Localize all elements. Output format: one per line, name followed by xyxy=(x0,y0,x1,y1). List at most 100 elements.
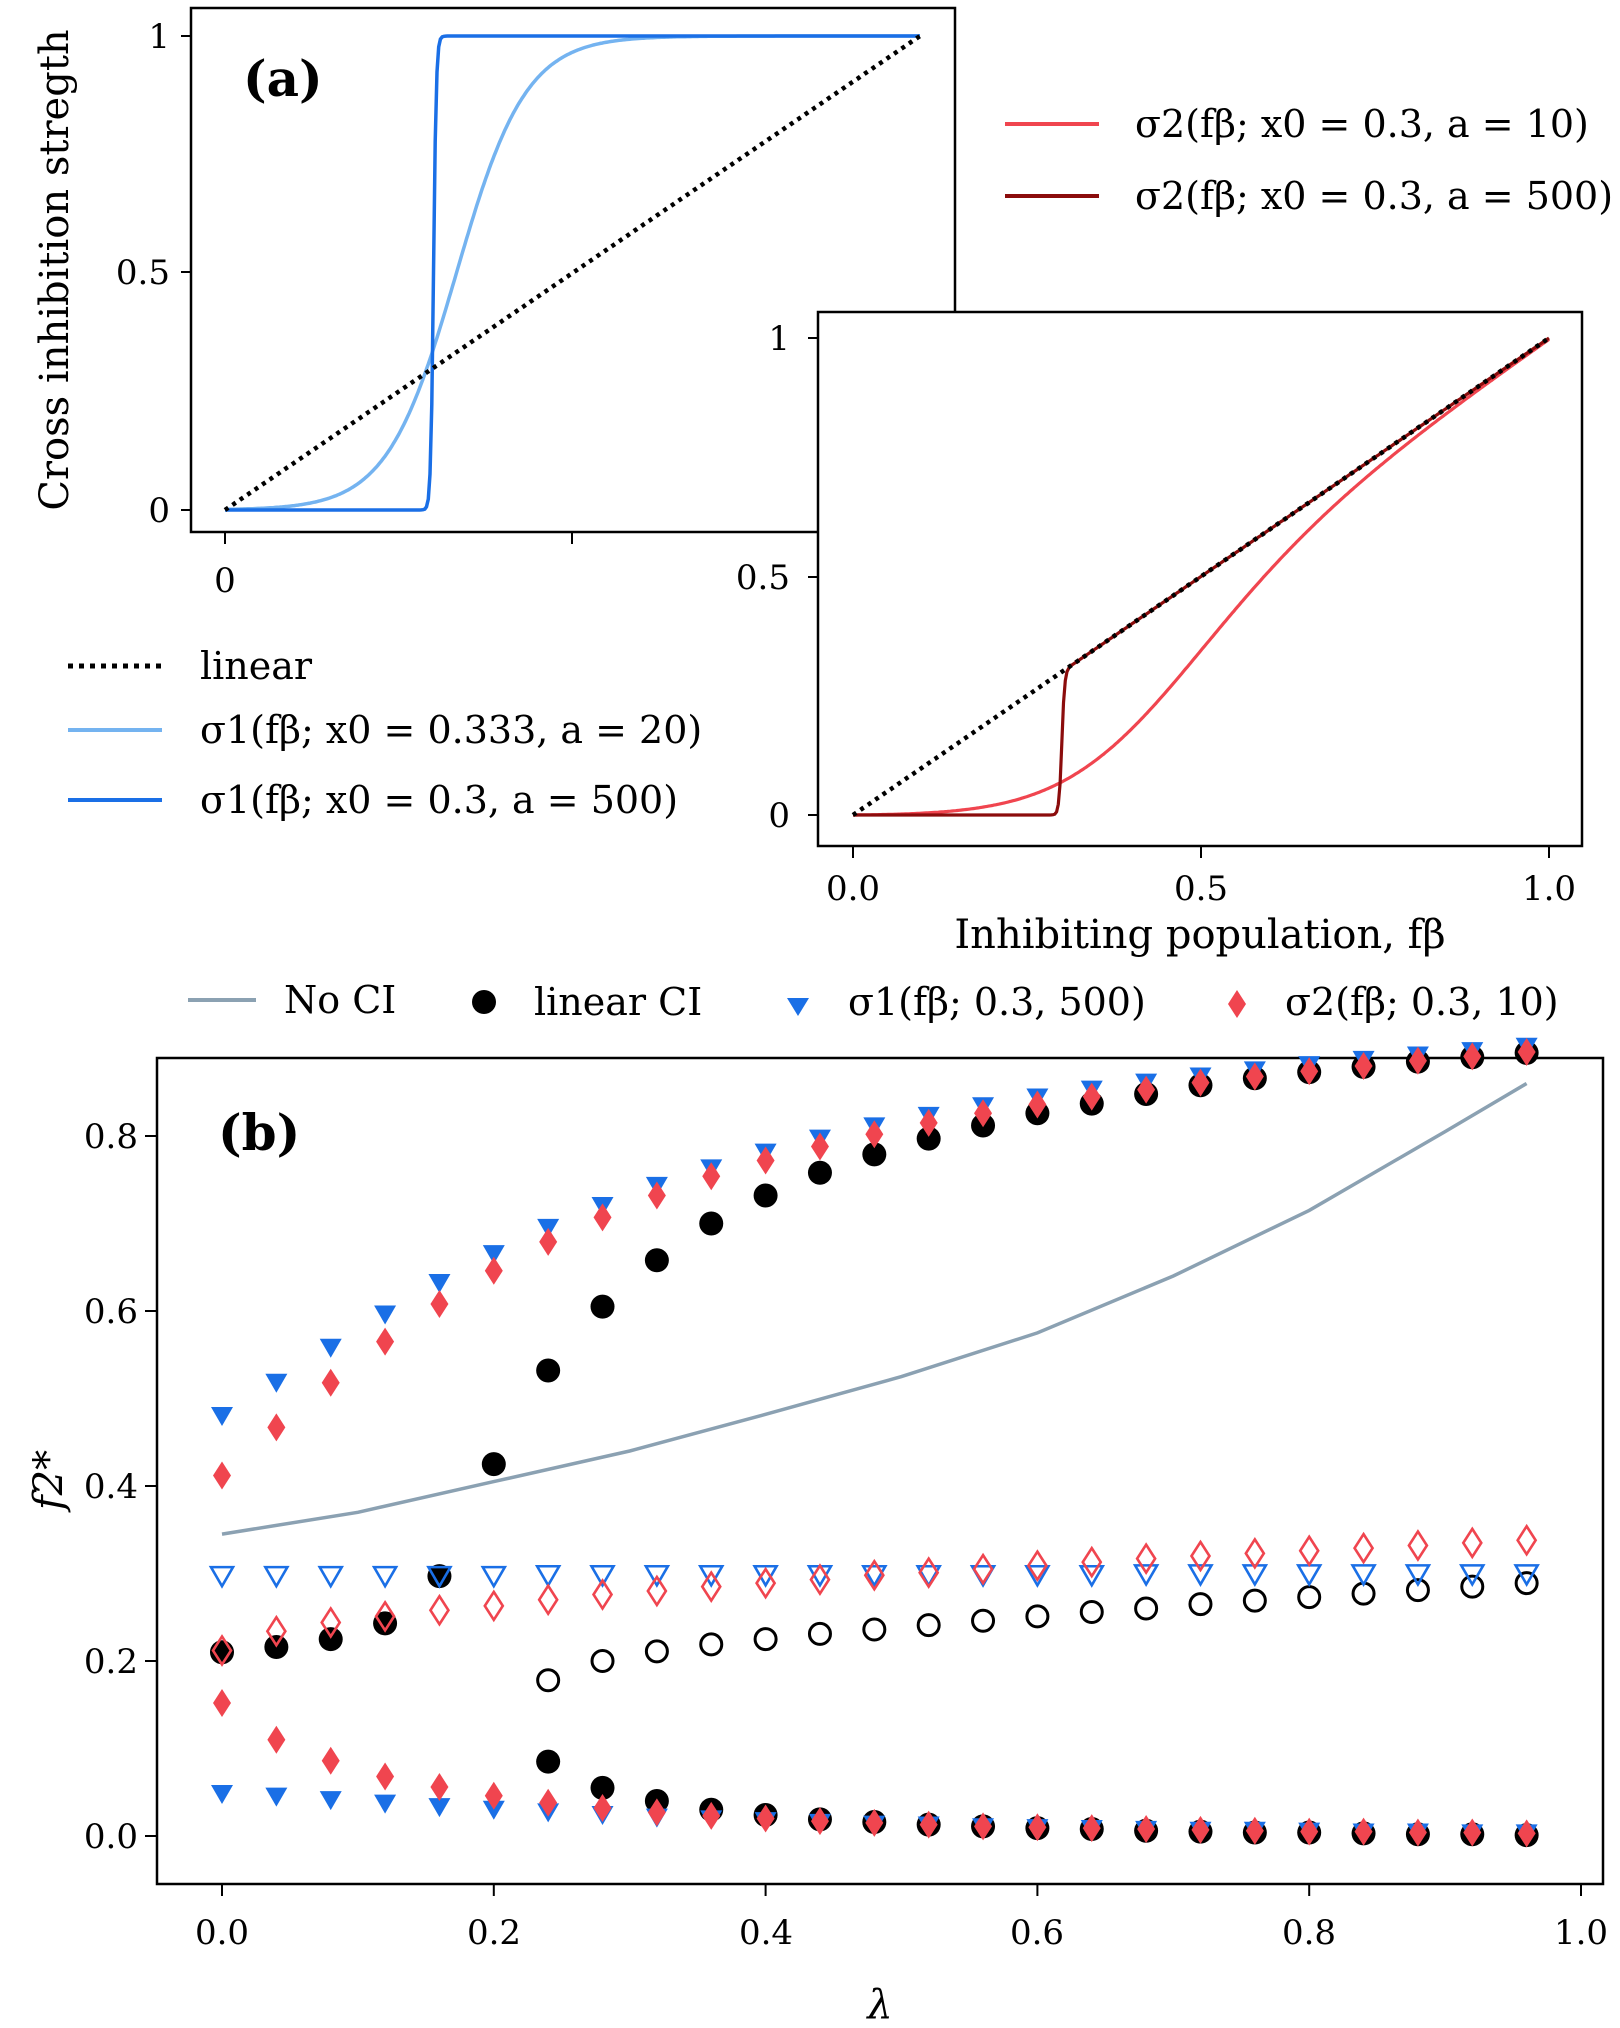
sigma1-marker xyxy=(208,1565,236,1589)
linear-ci-marker xyxy=(536,1358,561,1383)
panel-b-plot xyxy=(208,1037,1540,1848)
sigma1-marker xyxy=(263,1565,290,1589)
panel-a-ytick-label: 0.5 xyxy=(116,253,170,293)
sigma2-marker xyxy=(1135,1542,1157,1576)
linear-ci-marker xyxy=(862,1617,887,1642)
sigma2-marker xyxy=(756,1804,775,1833)
sigma2-marker xyxy=(213,1461,231,1490)
panel-a-ytick-label: 0 xyxy=(148,491,170,531)
panel-b-axes: 0.0 0.2 0.4 0.6 0.8 0.0 0.2 0.4 0.6 0.8 … xyxy=(26,1037,1608,2028)
sigma2-marker xyxy=(213,1689,231,1717)
linear-ci-marker xyxy=(971,1608,996,1633)
sigma2-marker xyxy=(865,1120,884,1149)
panel-a-legend: linear σ1(fβ; x0 = 0.333, a = 20) σ1(fβ;… xyxy=(68,644,702,822)
sigma2-marker xyxy=(1189,1539,1212,1573)
panel-b-ytick-label: 0.2 xyxy=(84,1642,138,1682)
linear-ci-marker xyxy=(590,1775,615,1800)
linear-ci-marker xyxy=(590,1294,615,1319)
linear-ci-marker xyxy=(699,1632,724,1657)
linear-ci-marker xyxy=(1297,1585,1322,1610)
sigma2-marker xyxy=(1300,1817,1319,1846)
sigma2-marker xyxy=(321,1746,340,1775)
sigma2-marker xyxy=(1082,1082,1101,1111)
linear-ci-marker xyxy=(753,1627,778,1652)
panel-b-ticks xyxy=(145,1135,1582,1896)
sigma2-marker xyxy=(1516,1523,1538,1557)
linear-ci-marker xyxy=(536,1668,561,1693)
sigma1-marker xyxy=(265,1373,288,1393)
sigma2-marker xyxy=(591,1578,614,1611)
linear-ci-marker xyxy=(1134,1596,1159,1621)
legend-sigma1-marker xyxy=(787,998,809,1016)
sigma1-marker xyxy=(265,1787,288,1807)
sigma2-marker xyxy=(809,1563,831,1597)
sigma2-marker xyxy=(919,1810,938,1839)
sigma2-marker xyxy=(537,1583,559,1617)
legend-sigma2-marker xyxy=(1228,990,1246,1018)
sigma2-marker xyxy=(267,1725,286,1754)
sigma2-marker xyxy=(593,1203,612,1232)
legend-sigma2-sharp-label: σ2(fβ; x0 = 0.3, a = 500) xyxy=(1135,174,1613,218)
panel-a-inset-legend: σ2(fβ; x0 = 0.3, a = 10) σ2(fβ; x0 = 0.3… xyxy=(1005,102,1613,218)
sigma2-marker xyxy=(918,1556,940,1590)
sigma1-marker xyxy=(1459,1564,1486,1587)
panel-b-xlabel: λ xyxy=(865,1982,892,2028)
linear-ci-marker xyxy=(590,1649,615,1673)
inset-xtick-label: 1.0 xyxy=(1522,869,1576,909)
inset-xtick-label: 0.0 xyxy=(826,869,880,909)
legend-linear-ci-marker xyxy=(472,990,496,1014)
sigma2-marker xyxy=(1028,1813,1047,1842)
panel-a-xtick-label: 0 xyxy=(214,561,236,601)
panel-a-inset-axes: 1 0.5 0 0.0 0.5 1.0 Inhibiting populatio… xyxy=(736,310,1584,958)
sigma1-marker xyxy=(861,1564,888,1588)
sigma2-marker xyxy=(810,1807,829,1836)
inset-ytick-label: 0 xyxy=(768,796,790,836)
panel-a-label: (a) xyxy=(243,49,323,108)
inset-curves xyxy=(851,336,1551,817)
linear-ci-marker xyxy=(1188,1592,1213,1617)
sigma1-marker xyxy=(1132,1564,1160,1587)
panel-b-xtick-label: 0.2 xyxy=(467,1913,521,1953)
sigma1-marker xyxy=(374,1305,397,1325)
sigma2-marker xyxy=(1463,1818,1482,1847)
linear-ci-marker xyxy=(807,1621,832,1646)
panel-a-ylabel: Cross inhibition stregth xyxy=(32,29,78,510)
linear-ci-marker xyxy=(1242,1588,1267,1613)
linear-ci-marker xyxy=(862,1142,887,1167)
legend-sigma1-sharp-label: σ1(fβ; x0 = 0.3, a = 500) xyxy=(200,778,678,822)
sigma1-marker xyxy=(534,1564,562,1588)
sigma1-marker xyxy=(1024,1564,1051,1588)
sigma1-marker xyxy=(426,1565,453,1589)
legend-sigma2-label: σ2(fβ; 0.3, 10) xyxy=(1285,980,1559,1024)
sigma2-marker xyxy=(321,1368,340,1397)
sigma2-marker xyxy=(702,1801,721,1830)
sigma2-marker xyxy=(647,1798,666,1827)
sigma2-marker xyxy=(1408,1818,1427,1847)
sigma2-marker xyxy=(1191,1815,1210,1844)
sigma2-marker xyxy=(810,1132,829,1161)
linear-ci-marker xyxy=(753,1183,778,1208)
panel-b-ytick-label: 0.8 xyxy=(84,1117,138,1157)
linear-ci-marker xyxy=(318,1627,343,1652)
panel-a-series-line xyxy=(223,34,922,512)
linear-ci-marker xyxy=(427,1564,452,1589)
sigma1-marker xyxy=(211,1785,233,1804)
linear-ci-marker xyxy=(807,1160,832,1185)
legend-no-ci-label: No CI xyxy=(284,978,396,1022)
inset-ytick-label: 1 xyxy=(768,319,790,359)
legend-sigma1-label: σ1(fβ; 0.3, 500) xyxy=(848,980,1146,1024)
sigma1-marker xyxy=(697,1564,725,1588)
panel-b-ylabel: f2* xyxy=(26,1450,72,1513)
linear-ci-marker xyxy=(1025,1604,1050,1629)
sigma2-marker xyxy=(647,1181,666,1210)
sigma2-marker xyxy=(1298,1534,1320,1568)
panel-b-legend: No CI linear CI σ1(fβ; 0.3, 500) σ2(fβ; … xyxy=(188,978,1559,1024)
linear-ci-marker xyxy=(699,1211,724,1236)
sigma2-marker xyxy=(700,1570,722,1604)
sigma2-marker xyxy=(211,1634,233,1667)
sigma2-marker xyxy=(428,1593,450,1627)
legend-linear-label: linear xyxy=(200,644,313,688)
sigma2-marker xyxy=(755,1566,777,1600)
sigma1-marker xyxy=(319,1338,342,1358)
sigma2-marker xyxy=(1081,1545,1103,1579)
